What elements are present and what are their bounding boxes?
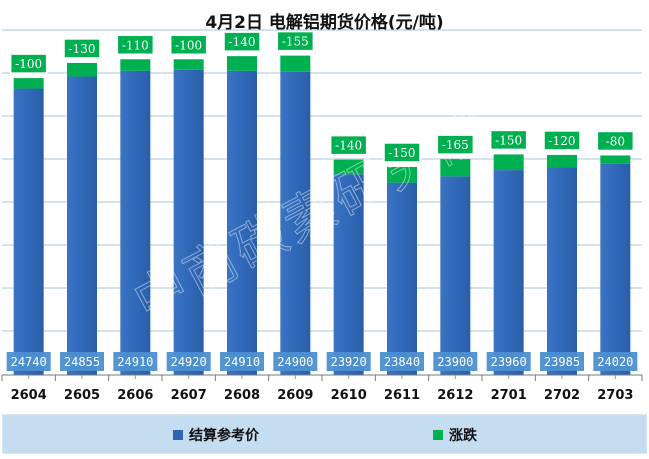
x-tick-label: 2604: [11, 388, 47, 403]
bar-settlement-2604: [13, 88, 44, 375]
bar-settlement-2611: [387, 182, 417, 375]
data-label-change: -80: [606, 134, 625, 148]
data-label-settlement: 23985: [544, 355, 580, 369]
bar-change-2608: [227, 56, 257, 71]
legend-item-settlement: 结算参考价: [173, 425, 259, 445]
bar-settlement-2703: [600, 163, 631, 375]
data-label-box: [60, 352, 104, 371]
bar-settlement-2608: [227, 70, 257, 375]
data-label-settlement: 23920: [331, 355, 367, 369]
bar-settlement-2609: [280, 71, 311, 376]
bar-change-2604: [13, 78, 44, 89]
x-tick-label: 2611: [384, 388, 420, 403]
data-label-box: [489, 129, 528, 151]
data-label-change: -165: [442, 138, 469, 152]
data-label-settlement: 24920: [171, 355, 207, 369]
data-label-change: -150: [389, 146, 416, 160]
data-label-settlement: 24910: [224, 355, 260, 369]
data-label-settlement: 24740: [11, 355, 47, 369]
bar-settlement-2701: [493, 170, 524, 375]
data-label-box: [329, 134, 368, 156]
data-label-box: [596, 130, 635, 152]
data-label-box: [276, 30, 315, 52]
legend-label: 结算参考价: [189, 428, 259, 444]
data-label-box: [166, 352, 211, 371]
x-tick-label: 2608: [224, 388, 260, 403]
data-label-box: [540, 352, 584, 371]
bar-settlement-2605: [67, 76, 97, 375]
data-label-change: -150: [495, 133, 522, 147]
x-tick-label: 2607: [171, 388, 207, 403]
data-label-box: [486, 352, 531, 371]
data-label-change: -155: [282, 35, 309, 49]
data-label-box: [169, 34, 208, 56]
bar-settlement-2606: [120, 70, 151, 375]
bar-change-2612: [440, 159, 471, 177]
x-tick-label: 2612: [437, 388, 473, 403]
legend-label: 涨跌: [449, 428, 477, 444]
x-tick-label: 2701: [491, 388, 527, 403]
data-label-settlement: 24910: [117, 355, 153, 369]
x-tick-label: 2610: [331, 388, 367, 403]
data-label-change: -120: [549, 134, 576, 148]
data-label-change: -100: [15, 57, 42, 71]
chart-title: 4月2日 电解铝期货价格(元/吨): [205, 13, 444, 33]
bar-change-2702: [547, 154, 577, 168]
data-label-box: [326, 352, 371, 371]
bar-change-2701: [493, 154, 524, 171]
data-label-change: -140: [229, 35, 256, 49]
data-label-settlement: 23960: [491, 355, 527, 369]
data-label-box: [6, 352, 51, 371]
bar-settlement-2702: [547, 167, 577, 375]
bar-change-2610: [333, 159, 364, 175]
data-label-box: [383, 142, 421, 163]
x-tick-label: 2702: [544, 388, 580, 403]
bar-settlement-2612: [440, 176, 471, 375]
data-label-change: -100: [175, 38, 202, 52]
legend-swatch-blue: [173, 430, 183, 440]
bar-settlement-2610: [333, 174, 364, 375]
bar-settlement-2607: [173, 69, 204, 376]
data-label-box: [273, 352, 318, 371]
data-label-change: -130: [69, 42, 96, 56]
data-label-box: [220, 352, 264, 371]
data-label-settlement: 23840: [384, 355, 420, 369]
bar-change-2703: [600, 155, 631, 164]
data-label-settlement: 24020: [597, 355, 633, 369]
data-label-box: [593, 352, 638, 371]
bar-change-2605: [67, 62, 97, 77]
data-label-box: [436, 134, 475, 155]
legend-item-change: 涨跌: [433, 425, 477, 445]
data-label-change: -140: [335, 139, 362, 153]
x-tick-label: 2605: [64, 388, 100, 403]
x-tick-label: 2606: [117, 388, 153, 403]
data-label-box: [116, 34, 155, 56]
x-tick-label: 2609: [277, 388, 313, 403]
data-label-box: [113, 352, 158, 371]
data-label-settlement: 24900: [277, 355, 313, 369]
data-label-settlement: 24855: [64, 355, 100, 369]
x-tick-label: 2703: [597, 388, 633, 403]
data-label-box: [223, 31, 261, 52]
data-label-box: [433, 352, 478, 371]
bar-change-2606: [120, 59, 151, 71]
legend-swatch-green: [433, 430, 443, 440]
data-label-box: [9, 53, 48, 74]
bar-change-2607: [173, 59, 204, 70]
legend: 结算参考价 涨跌: [2, 414, 647, 454]
bar-change-2611: [387, 166, 417, 183]
bar-change-2609: [280, 55, 311, 72]
data-label-change: -110: [122, 38, 149, 52]
chart-plot: 中商碳素研究院 24740-10024855-13024910-11024920…: [1, 29, 643, 403]
data-label-box: [63, 38, 101, 59]
data-label-box: [380, 352, 424, 371]
data-label-box: [543, 130, 581, 151]
data-label-settlement: 23900: [437, 355, 473, 369]
